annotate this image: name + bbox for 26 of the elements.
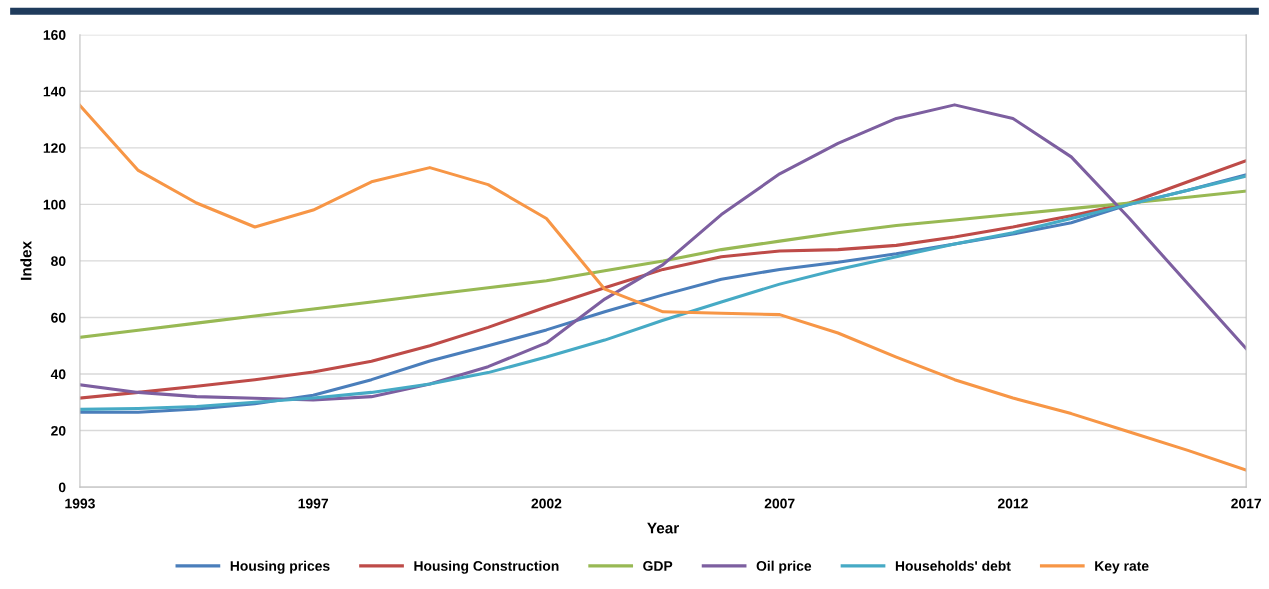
y-tick-label: 140 (43, 86, 66, 97)
legend-label: Oil price (756, 560, 812, 574)
y-tick-label: 80 (51, 256, 66, 267)
x-tick-label: 1993 (65, 498, 95, 509)
x-tick-label: 1997 (298, 498, 329, 509)
y-axis-title: Index (20, 241, 32, 280)
legend-label: GDP (643, 561, 673, 571)
x-axis-title: Year (647, 522, 679, 534)
y-tick-label: 160 (43, 30, 66, 40)
y-tick-label: 120 (43, 143, 66, 154)
line-series (79, 103, 1247, 472)
x-tick-label: 2012 (997, 498, 1028, 509)
legend-label: Households' debt (895, 560, 1011, 571)
y-tick-label: 20 (51, 425, 66, 436)
x-tick-label: 2002 (531, 498, 562, 509)
y-tick-label: 100 (43, 199, 66, 210)
legend-label: Housing Construction (414, 560, 559, 574)
y-tick-label: 60 (51, 312, 66, 323)
x-tick-label: 2007 (764, 498, 795, 509)
legend-label: Housing prices (230, 560, 330, 574)
y-tick-label: 40 (50, 369, 66, 380)
line-series (79, 189, 1247, 339)
x-tick-label: 2017 (1231, 498, 1261, 509)
legend-label: Key rate (1095, 561, 1149, 574)
y-tick-label: 0 (58, 482, 66, 493)
line-series (79, 103, 1247, 402)
